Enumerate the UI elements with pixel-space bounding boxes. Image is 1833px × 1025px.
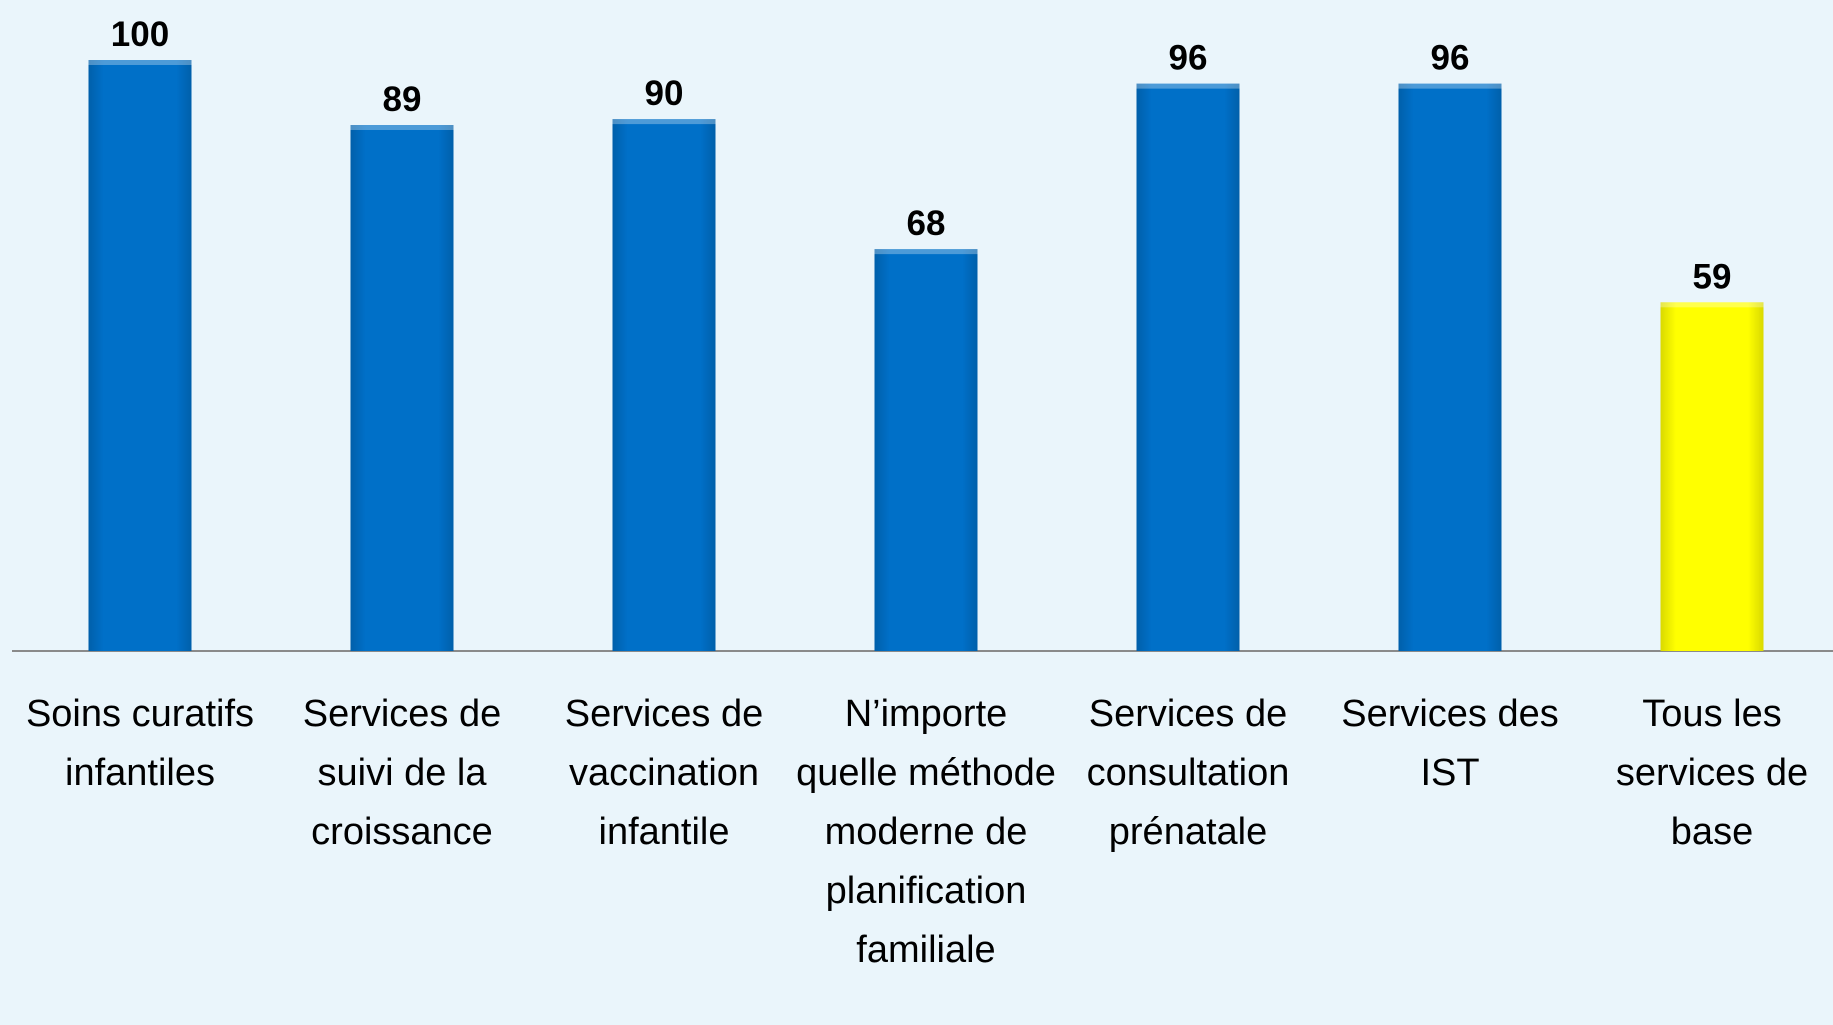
value-label: 68 xyxy=(907,204,946,243)
x-tick-label: Services de vaccination infantile xyxy=(564,693,764,853)
bar-shade xyxy=(1660,302,1764,651)
bar-shade xyxy=(350,125,454,651)
x-tick-label: N’importe quelle méthode moderne de plan… xyxy=(796,693,1056,971)
value-label: 90 xyxy=(645,74,684,113)
bar-shade xyxy=(612,119,716,652)
bar-shade xyxy=(88,60,192,651)
bar-top xyxy=(612,119,716,125)
x-tick-label: Services de consultation prénatale xyxy=(1086,693,1290,853)
x-tick-label: Soins curatifs infantiles xyxy=(25,693,255,794)
bar-shade xyxy=(1398,83,1502,651)
x-tick-label: Services des IST xyxy=(1341,693,1559,794)
value-label: 59 xyxy=(1693,257,1732,296)
bar-shade xyxy=(874,249,978,651)
x-tick-label: Tous les services de base xyxy=(1615,693,1809,853)
bar-top xyxy=(350,125,454,131)
bar-top xyxy=(88,60,192,65)
value-label: 96 xyxy=(1169,39,1208,78)
value-label: 100 xyxy=(111,15,169,54)
value-label: 89 xyxy=(383,80,422,119)
bar-top xyxy=(1660,302,1764,308)
bar-top xyxy=(1136,83,1240,89)
value-label: 96 xyxy=(1431,39,1470,78)
bar-top xyxy=(1398,83,1502,89)
bar-top xyxy=(874,249,978,255)
bar-shade xyxy=(1136,83,1240,651)
x-tick-label: Services de suivi de la croissance xyxy=(302,693,502,853)
